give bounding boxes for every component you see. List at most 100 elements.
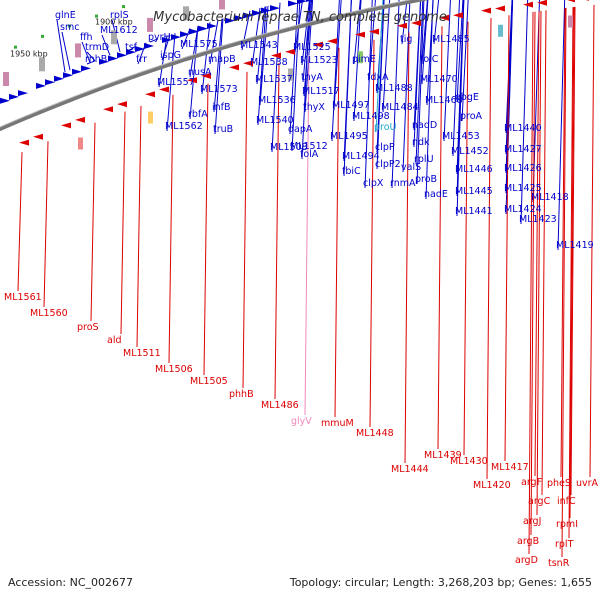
forward-gene-label: rplS bbox=[110, 10, 129, 21]
forward-gene-label: pimE bbox=[352, 54, 376, 65]
forward-label-connector bbox=[301, 0, 310, 66]
forward-label-connector bbox=[421, 0, 429, 85]
reverse-label-connector bbox=[536, 10, 542, 516]
reverse-gene-arrow bbox=[495, 5, 505, 12]
forward-gene-label: ML1440 bbox=[504, 123, 542, 134]
forward-gene-label: ML1427 bbox=[504, 144, 542, 155]
reverse-gene-arrow bbox=[327, 38, 337, 45]
forward-gene-arrow bbox=[99, 58, 109, 65]
reverse-gene-arrow bbox=[33, 133, 43, 140]
kbp-tick-label: 1950 kbp bbox=[10, 50, 48, 59]
forward-label-connectors bbox=[56, 0, 566, 251]
forward-gene-arrow bbox=[297, 0, 307, 5]
reverse-label-connector bbox=[541, 10, 547, 496]
reverse-gene-label: ML1448 bbox=[356, 428, 394, 439]
reverse-label-connector bbox=[136, 105, 142, 348]
forward-gene-label: folA bbox=[300, 149, 319, 160]
forward-gene-label: ndk bbox=[412, 137, 430, 148]
forward-gene-label: smc bbox=[60, 22, 79, 33]
gene-category-block bbox=[568, 15, 573, 28]
forward-gene-label: ML1485 bbox=[432, 34, 470, 45]
reverse-gene-label: argC bbox=[528, 496, 551, 507]
forward-label-connector bbox=[257, 6, 267, 126]
kbp-tick-label: 1900 kbp bbox=[95, 18, 133, 27]
forward-label-connector bbox=[61, 31, 71, 71]
forward-gene-arrow bbox=[81, 65, 91, 72]
reverse-label-connector bbox=[90, 122, 96, 322]
forward-label-connector bbox=[271, 2, 281, 153]
forward-gene-label: ML1508 bbox=[270, 142, 308, 153]
reverse-gene-label: ML1506 bbox=[155, 364, 193, 375]
reverse-gene-label: argF bbox=[521, 477, 542, 488]
forward-gene-arrow bbox=[36, 82, 46, 89]
reverse-gene-arrow bbox=[586, 0, 589, 1]
forward-gene-arrow bbox=[117, 52, 127, 59]
forward-gene-label: ML1441 bbox=[455, 206, 493, 217]
reverse-gene-label: ML1511 bbox=[123, 348, 161, 359]
forward-gene-label: ML1612 bbox=[100, 25, 138, 36]
reverse-label-connector bbox=[528, 11, 534, 555]
forward-label-connector bbox=[213, 18, 223, 113]
forward-gene-arrow bbox=[126, 49, 136, 56]
forward-gene-label: rplU bbox=[414, 154, 434, 165]
reverse-gene-label: ML1505 bbox=[190, 376, 228, 387]
forward-label-connector bbox=[391, 0, 400, 189]
forward-gene-arrow bbox=[108, 55, 118, 62]
forward-gene-label: folC bbox=[420, 54, 439, 65]
forward-label-connector bbox=[149, 38, 159, 43]
forward-gene-label: rnmA bbox=[390, 178, 416, 189]
forward-gene-label: ML1523 bbox=[300, 55, 338, 66]
forward-gene-arrow bbox=[135, 46, 145, 53]
forward-label-connector bbox=[520, 0, 529, 225]
forward-label-connector bbox=[421, 0, 428, 65]
reverse-label-connector bbox=[120, 111, 126, 335]
gene-category-block bbox=[111, 30, 117, 45]
forward-label-connector bbox=[291, 0, 301, 152]
forward-label-connector bbox=[382, 0, 391, 113]
reverse-gene-arrow bbox=[201, 72, 211, 79]
forward-gene-label: ML1445 bbox=[455, 186, 493, 197]
reverse-label-connector bbox=[504, 15, 510, 462]
reverse-gene-arrow bbox=[397, 22, 407, 29]
forward-gene-label: ML1497 bbox=[332, 100, 370, 111]
forward-gene-label: tsf bbox=[125, 42, 138, 53]
forward-gene-arrow bbox=[54, 75, 64, 82]
reverse-gene-arrow bbox=[537, 0, 547, 6]
forward-label-connector bbox=[426, 0, 434, 106]
forward-gene-label: ML1494 bbox=[342, 151, 380, 162]
reverse-label-connector bbox=[561, 7, 567, 558]
reverse-label-connector bbox=[168, 94, 174, 364]
reverse-gene-label: ML1439 bbox=[424, 450, 462, 461]
forward-gene-label: ML1488 bbox=[375, 83, 413, 94]
reverse-gene-label: rpmI bbox=[556, 519, 578, 530]
gene-feature-tracks bbox=[0, 0, 589, 150]
forward-gene-label: ML1484 bbox=[381, 102, 419, 113]
reverse-label-connector bbox=[274, 62, 280, 400]
reverse-gene-label: tsnR bbox=[548, 558, 570, 569]
forward-gene-arrow bbox=[243, 12, 253, 19]
reverse-gene-label: ML1561 bbox=[4, 292, 42, 303]
reverse-gene-arrow bbox=[271, 52, 281, 59]
gc-marker bbox=[41, 34, 44, 38]
forward-gene-label: ML1557 bbox=[157, 77, 195, 88]
reverse-label-connector bbox=[203, 83, 209, 376]
forward-gene-label: ML1512 bbox=[290, 141, 328, 152]
forward-label-connector bbox=[456, 0, 464, 103]
forward-label-connector bbox=[353, 0, 361, 65]
reverse-gene-arrow bbox=[75, 116, 85, 123]
gene-category-block bbox=[3, 72, 9, 87]
forward-label-connector bbox=[433, 0, 440, 45]
reverse-label-connector bbox=[534, 11, 540, 477]
forward-gene-label: ML1573 bbox=[200, 84, 238, 95]
reverse-gene-label: uvrA bbox=[576, 478, 599, 489]
reverse-label-connectors bbox=[17, 4, 595, 558]
forward-gene-label: ispG bbox=[160, 50, 181, 61]
forward-gene-label: nusA bbox=[188, 67, 212, 78]
forward-gene-label: ML1498 bbox=[352, 111, 390, 122]
forward-gene-label: thyA bbox=[301, 72, 323, 83]
forward-gene-arrow bbox=[9, 93, 19, 100]
reverse-gene-arrow bbox=[229, 64, 239, 71]
reverse-gene-label: ML1430 bbox=[450, 456, 488, 467]
reverse-gene-arrow bbox=[313, 41, 323, 48]
